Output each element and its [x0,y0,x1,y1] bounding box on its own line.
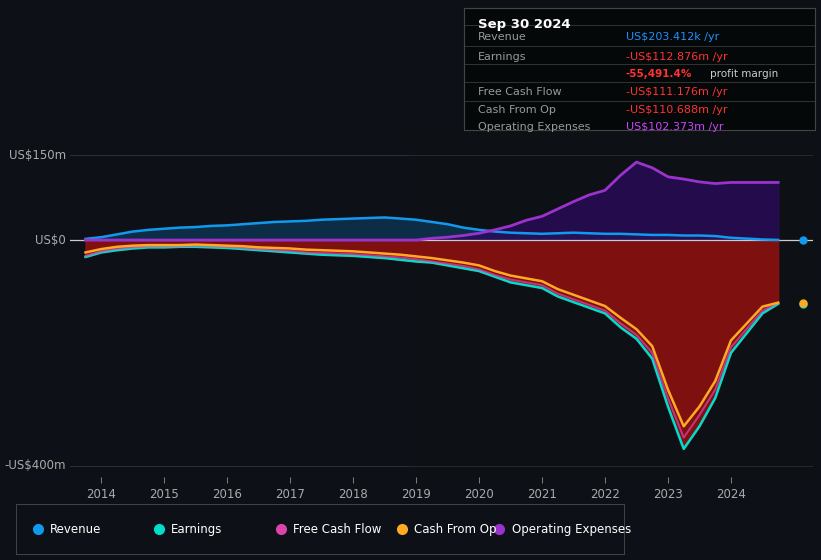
Text: -US$112.876m /yr: -US$112.876m /yr [626,52,727,62]
Bar [410,127,813,477]
Text: -US$400m: -US$400m [4,459,66,472]
Text: profit margin: profit margin [710,69,778,79]
Text: Cash From Op: Cash From Op [478,105,556,115]
Text: US$150m: US$150m [8,149,66,162]
Text: Earnings: Earnings [478,52,526,62]
Text: -55,491.4%: -55,491.4% [626,69,692,79]
Text: US$203.412k /yr: US$203.412k /yr [626,32,718,42]
Text: Earnings: Earnings [172,522,222,536]
Text: Free Cash Flow: Free Cash Flow [293,522,381,536]
Text: US$0: US$0 [35,234,66,246]
Text: Operating Expenses: Operating Expenses [478,123,590,133]
Text: Operating Expenses: Operating Expenses [511,522,631,536]
Text: US$102.373m /yr: US$102.373m /yr [626,123,723,133]
Text: Cash From Op: Cash From Op [415,522,497,536]
Text: Revenue: Revenue [478,32,526,42]
Text: -US$110.688m /yr: -US$110.688m /yr [626,105,727,115]
Text: -US$111.176m /yr: -US$111.176m /yr [626,87,727,97]
Text: Free Cash Flow: Free Cash Flow [478,87,562,97]
Text: Sep 30 2024: Sep 30 2024 [478,17,571,31]
Text: Revenue: Revenue [50,522,101,536]
